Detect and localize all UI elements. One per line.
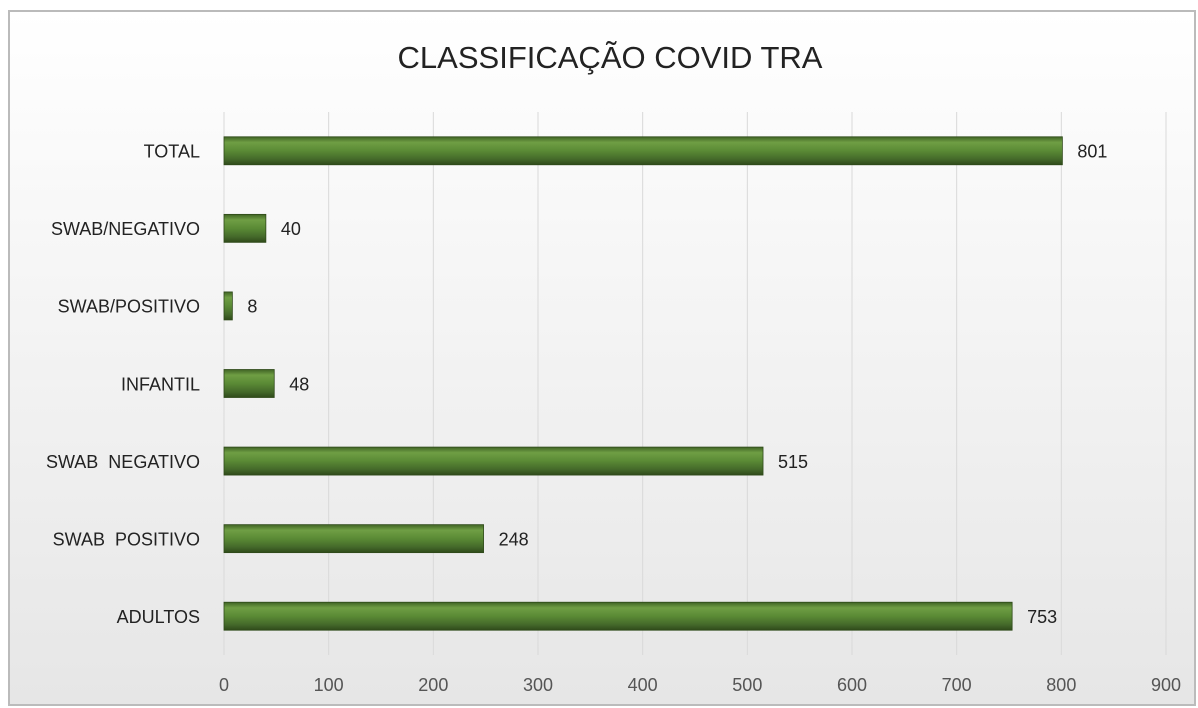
data-label: 801: [1077, 142, 1107, 162]
chart-title: CLASSIFICAÇÃO COVID TRA: [398, 40, 823, 75]
y-tick-label: SWAB NEGATIVO: [46, 452, 200, 472]
chart-frame: [8, 10, 1196, 706]
bar: [223, 601, 1013, 631]
data-label: 40: [281, 219, 301, 239]
bar: [223, 136, 1063, 166]
x-tick-label: 0: [219, 675, 229, 695]
y-tick-label: SWAB POSITIVO: [53, 529, 200, 549]
y-tick-label: SWAB/NEGATIVO: [51, 219, 200, 239]
x-tick-label: 100: [314, 675, 344, 695]
data-label: 48: [289, 374, 309, 394]
data-label: 515: [778, 452, 808, 472]
data-label: 8: [247, 297, 257, 317]
data-label: 248: [499, 529, 529, 549]
bar: [223, 524, 484, 554]
bar: [223, 369, 275, 398]
y-tick-label: TOTAL: [144, 142, 200, 162]
x-tick-label: 300: [523, 675, 553, 695]
x-tick-label: 400: [628, 675, 658, 695]
x-tick-label: 600: [837, 675, 867, 695]
x-tick-label: 700: [942, 675, 972, 695]
bar: [223, 291, 233, 321]
y-tick-label: SWAB/POSITIVO: [58, 297, 200, 317]
y-tick-label: INFANTIL: [121, 374, 200, 394]
bar: [223, 446, 764, 476]
x-tick-label: 200: [418, 675, 448, 695]
x-tick-label: 800: [1046, 675, 1076, 695]
y-tick-label: ADULTOS: [117, 607, 200, 627]
data-label: 753: [1027, 607, 1057, 627]
x-tick-label: 500: [732, 675, 762, 695]
bar: [223, 213, 267, 243]
x-tick-label: 900: [1151, 675, 1181, 695]
